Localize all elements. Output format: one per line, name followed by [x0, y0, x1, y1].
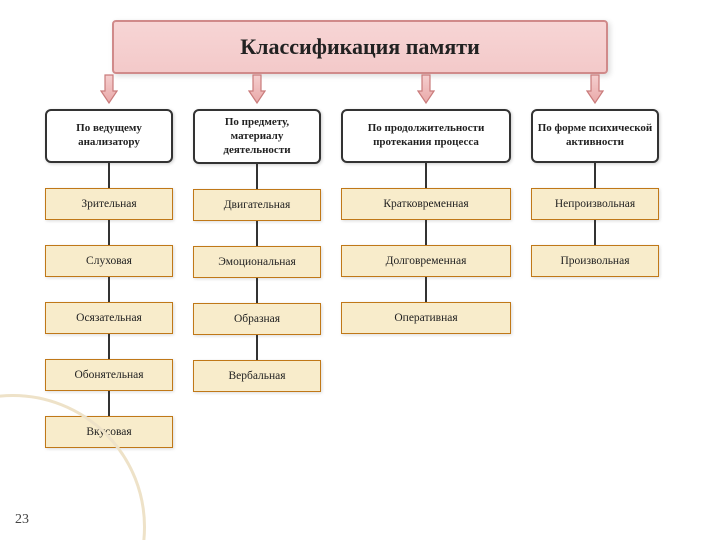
column-3: По форме психической активности Непроизв… [531, 109, 659, 448]
item-label: Обонятельная [74, 369, 143, 381]
category-label: По ведущему анализатору [51, 122, 167, 150]
category-box: По продолжительности протекания процесса [341, 109, 511, 163]
item-label: Произвольная [561, 255, 630, 267]
category-box: По предмету, материалу деятельности [193, 109, 321, 164]
item-label: Непроизвольная [555, 198, 635, 210]
category-label: По продолжительности протекания процесса [347, 122, 505, 150]
item-label: Кратковременная [383, 198, 468, 210]
item-label: Осязательная [76, 312, 142, 324]
item-label: Вербальная [228, 370, 285, 382]
item-box: Долговременная [341, 245, 511, 277]
connector [108, 163, 110, 188]
item-box: Вербальная [193, 360, 321, 392]
page-number: 23 [15, 512, 29, 528]
item-box: Двигательная [193, 189, 321, 221]
connector [108, 220, 110, 245]
item-box: Эмоциональная [193, 246, 321, 278]
item-box: Оперативная [341, 302, 511, 334]
item-box: Произвольная [531, 245, 659, 277]
connector [108, 277, 110, 302]
connector [425, 277, 427, 302]
item-box: Кратковременная [341, 188, 511, 220]
item-box: Осязательная [45, 302, 173, 334]
item-label: Двигательная [224, 199, 291, 211]
columns-container: По ведущему анализатору Зрительная Слухо… [45, 109, 675, 448]
column-0: По ведущему анализатору Зрительная Слухо… [45, 109, 173, 448]
column-2: По продолжительности протекания процесса… [341, 109, 511, 448]
item-label: Слуховая [86, 255, 132, 267]
column-1: По предмету, материалу деятельности Двиг… [193, 109, 321, 448]
connector [108, 334, 110, 359]
category-label: По предмету, материалу деятельности [199, 116, 315, 157]
item-label: Долговременная [386, 255, 467, 267]
item-label: Зрительная [81, 198, 136, 210]
slide: Классификация памяти По ведущему анализа… [0, 0, 720, 540]
title-text: Классификация памяти [240, 34, 480, 59]
category-label: По форме психической активности [537, 122, 653, 150]
connector [256, 335, 258, 360]
category-box: По ведущему анализатору [45, 109, 173, 163]
title-box: Классификация памяти [112, 20, 608, 74]
item-box: Образная [193, 303, 321, 335]
item-box: Зрительная [45, 188, 173, 220]
connector [425, 220, 427, 245]
item-box: Слуховая [45, 245, 173, 277]
connector [256, 164, 258, 189]
item-label: Образная [234, 313, 280, 325]
item-label: Оперативная [394, 312, 457, 324]
item-box: Обонятельная [45, 359, 173, 391]
category-box: По форме психической активности [531, 109, 659, 163]
item-box: Непроизвольная [531, 188, 659, 220]
connector [594, 163, 596, 188]
connector [256, 221, 258, 246]
connector [594, 220, 596, 245]
connector [108, 391, 110, 416]
item-label: Эмоциональная [218, 256, 296, 268]
connector [256, 278, 258, 303]
connector [425, 163, 427, 188]
